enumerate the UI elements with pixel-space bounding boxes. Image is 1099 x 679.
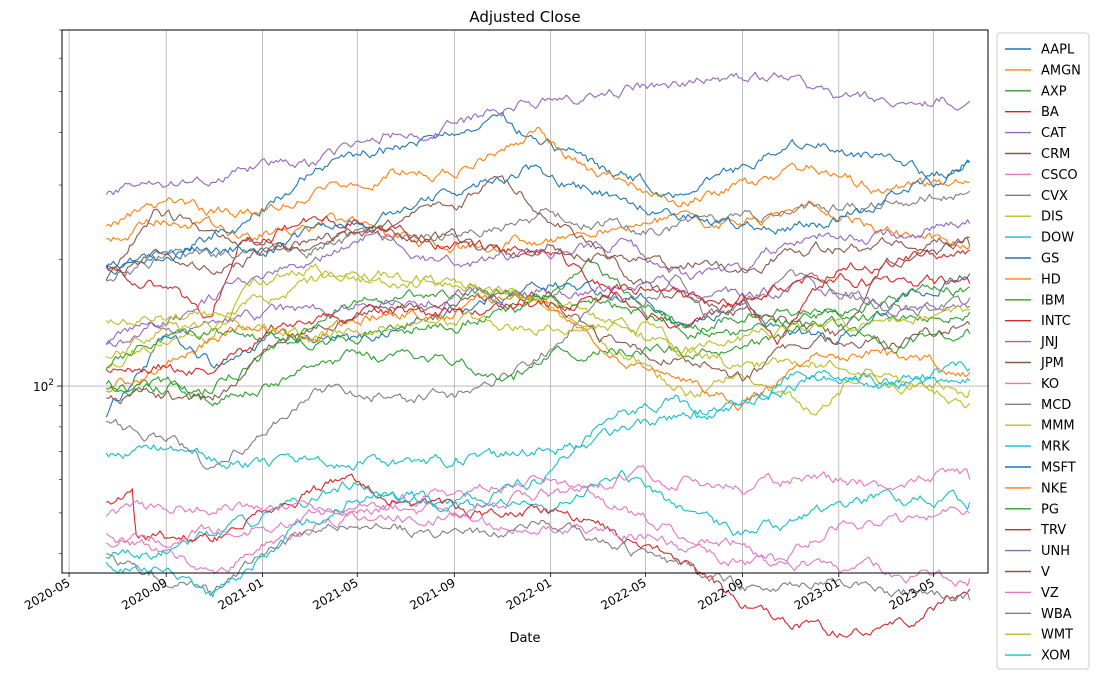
legend-label: GS [1041,252,1059,267]
series-line-vz [105,499,971,587]
legend-label: UNH [1041,544,1070,559]
x-tick-label: 2020-05 [22,575,72,612]
legend-label: AAPL [1041,43,1075,58]
legend-label: V [1041,565,1050,580]
legend-label: CAT [1041,126,1066,141]
legend-label: HD [1041,272,1061,287]
legend-label: CSCO [1041,168,1078,183]
x-tick-label: 2022-05 [598,575,648,612]
legend-label: IBM [1041,293,1065,308]
series-line-pg [106,294,971,369]
series-line-cat [106,219,971,345]
legend-label: DIS [1041,210,1063,225]
series-line-v [105,224,970,276]
series-line-csco [105,474,971,575]
series-line-dow [105,469,971,560]
series-line-unh [105,71,971,196]
x-tick-label: 2022-09 [696,575,746,612]
y-axis-ticks: 102 [33,29,62,555]
legend-label: KO [1041,377,1059,392]
legend-items: AAPL AMGN AXP BA CAT CRM CSCO CVX DIS DOW GS HD IBM I… [1005,43,1081,664]
series-line-amgn [106,200,971,254]
legend-label: JPM [1040,356,1064,371]
legend-label: WMT [1041,628,1073,643]
series-line-jpm [106,290,971,405]
x-tick-label: 2022-01 [504,575,554,612]
series-line-aapl [105,273,971,418]
series-line-mcd [106,190,971,282]
legend-label: PG [1041,502,1059,517]
series-line-msft [105,159,971,269]
legend-label: MRK [1041,440,1070,455]
chart-title: Adjusted Close [469,8,580,26]
legend-label: JNJ [1040,335,1058,350]
series-line-xom [105,371,971,598]
series-line-ko [105,464,971,548]
x-axis-label: Date [509,631,540,646]
axes-frame [61,29,989,574]
x-axis-ticks: 2020-05 2020-09 2021-01 2021-05 2021-09 2022-… [22,573,937,613]
series-line-mmm [105,270,971,399]
series-line-trv [105,272,971,376]
legend-label: DOW [1041,231,1074,246]
legend-label: INTC [1041,314,1071,329]
legend-label: MSFT [1041,461,1076,476]
x-tick-label: 2020-09 [119,575,169,612]
series-line-gs [105,111,970,275]
series-line-cvx [106,269,971,470]
x-tick-label: 2021-05 [310,575,360,612]
legend-label: TRV [1040,523,1066,538]
series-lines [105,71,971,638]
x-tick-label: 2021-01 [216,575,266,612]
series-line-crm [105,175,971,337]
x-tick-label: 2023-01 [792,575,842,612]
legend-label: AXP [1041,84,1067,99]
legend-label: AMGN [1041,63,1081,78]
series-line-wmt [105,304,970,359]
series-line-wba [106,519,971,602]
legend: AAPL AMGN AXP BA CAT CRM CSCO CVX DIS DOW GS HD IBM I… [996,32,1090,670]
legend-label: XOM [1041,649,1071,664]
legend-label: MMM [1041,419,1075,434]
legend-label: VZ [1041,586,1059,601]
series-line-intc [106,473,971,638]
legend-label: CVX [1041,189,1068,204]
legend-label: WBA [1041,607,1072,622]
legend-label: NKE [1041,481,1067,496]
series-line-hd [105,126,970,228]
legend-label: CRM [1041,147,1070,162]
legend-label: MCD [1041,398,1071,413]
series-line-mrk [105,360,971,471]
y-tick-label: 102 [33,378,54,394]
x-tick-label: 2021-09 [407,575,457,612]
series-line-ibm [105,315,971,407]
legend-frame [996,32,1090,670]
series-line-jnj [105,274,971,348]
legend-label: BA [1041,105,1059,120]
